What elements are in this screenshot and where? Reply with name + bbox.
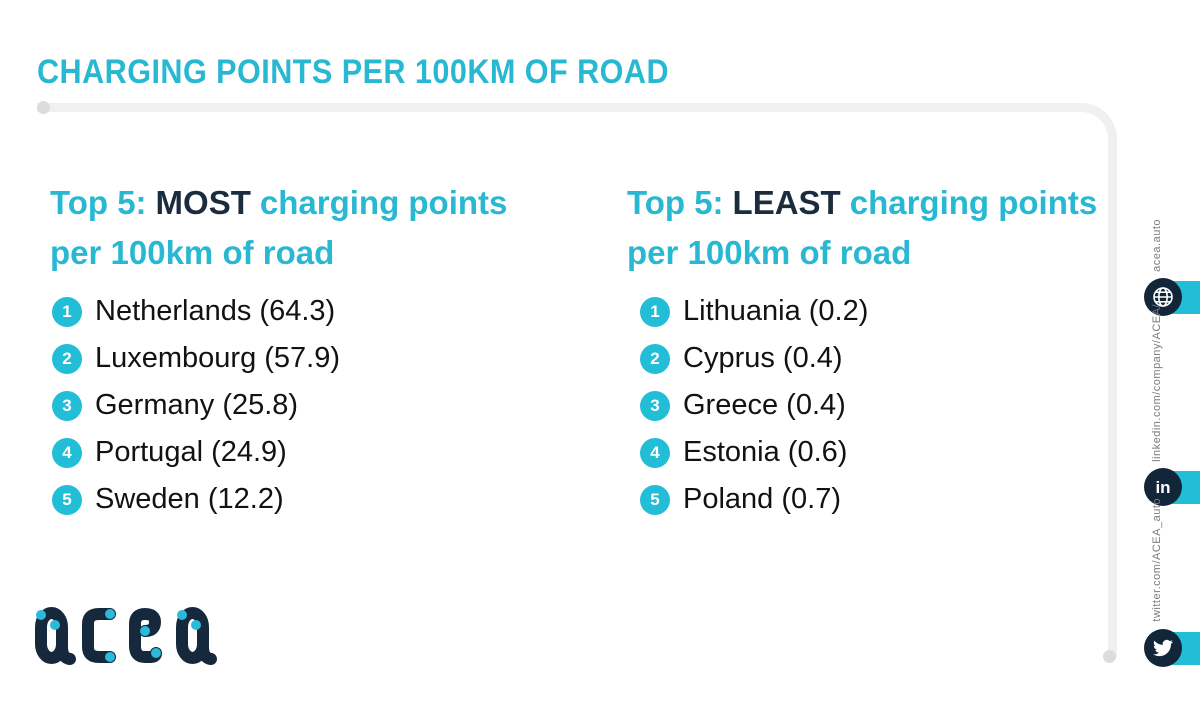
panel-least: Top 5: LEAST charging points per 100km of … xyxy=(627,178,1106,515)
header-prefix: Top 5: xyxy=(627,184,724,221)
rank-badge: 5 xyxy=(52,484,82,515)
country-value-label: Portugal (24.9) xyxy=(95,436,287,468)
acea-logo xyxy=(33,603,223,670)
acea-logo-svg xyxy=(35,607,217,665)
linkedin-icon[interactable]: in xyxy=(1144,468,1182,506)
rank-badge: 4 xyxy=(52,437,82,468)
header-suffix: charging points xyxy=(849,184,1098,221)
country-value-label: Germany (25.8) xyxy=(95,389,299,421)
list-item: 3 Greece (0.4) xyxy=(640,382,868,429)
country-value-label: Greece (0.4) xyxy=(683,389,846,421)
ranked-list-most: 1 Netherlands (64.3) 2 Luxembourg (57.9) 3 Ge… xyxy=(52,288,340,523)
sidebar-twitter-label[interactable]: twitter.com/ACEA_auto xyxy=(1151,498,1163,622)
list-item: 2 Cyprus (0.4) xyxy=(640,335,868,382)
list-item: 1 Lithuania (0.2) xyxy=(640,288,868,335)
panel-most-header-line2: per 100km of road xyxy=(50,234,335,271)
sidebar-linkedin-label[interactable]: linkedin.com/company/ACEA/ xyxy=(1151,304,1163,462)
rank-badge: 3 xyxy=(52,390,82,421)
country-value-label: Poland (0.7) xyxy=(683,483,841,515)
divider-end-dot-left xyxy=(37,101,50,114)
country-value-label: Luxembourg (57.9) xyxy=(95,342,341,374)
country-value-label: Netherlands (64.3) xyxy=(95,295,336,327)
rank-badge: 2 xyxy=(52,343,82,374)
panel-most-header: Top 5: MOST charging points per 100km of r… xyxy=(50,178,516,278)
list-item: 1 Netherlands (64.3) xyxy=(52,288,340,335)
header-emphasis: LEAST xyxy=(732,184,841,221)
panel-least-header: Top 5: LEAST charging points per 100km of … xyxy=(627,178,1106,278)
list-item: 2 Luxembourg (57.9) xyxy=(52,335,340,382)
divider-end-dot-bottom xyxy=(1103,650,1116,663)
rank-badge: 1 xyxy=(640,296,670,327)
sidebar-website-label[interactable]: acea.auto xyxy=(1151,219,1163,272)
linkedin-glyph: in xyxy=(1155,477,1171,497)
rank-badge: 5 xyxy=(640,484,670,515)
country-value-label: Lithuania (0.2) xyxy=(683,295,869,327)
list-item: 4 Estonia (0.6) xyxy=(640,429,868,476)
header-suffix: charging points xyxy=(259,184,508,221)
list-item: 3 Germany (25.8) xyxy=(52,382,340,429)
panel-most-header-line1: Top 5: MOST charging points xyxy=(50,178,516,228)
list-item: 5 Poland (0.7) xyxy=(640,476,868,523)
panel-least-header-line2: per 100km of road xyxy=(627,234,912,271)
country-value-label: Estonia (0.6) xyxy=(683,436,848,468)
header-prefix: Top 5: xyxy=(50,184,147,221)
country-value-label: Sweden (12.2) xyxy=(95,483,284,515)
list-item: 5 Sweden (12.2) xyxy=(52,476,340,523)
panel-most: Top 5: MOST charging points per 100km of r… xyxy=(50,178,516,515)
header-emphasis: MOST xyxy=(155,184,251,221)
country-value-label: Cyprus (0.4) xyxy=(683,342,843,374)
rank-badge: 4 xyxy=(640,437,670,468)
ranked-list-least: 1 Lithuania (0.2) 2 Cyprus (0.4) 3 Greece (0.… xyxy=(640,288,868,523)
rank-badge: 3 xyxy=(640,390,670,421)
twitter-icon[interactable] xyxy=(1144,629,1182,667)
page-title: CHARGING POINTS PER 100KM OF ROAD xyxy=(37,53,670,91)
rank-badge: 1 xyxy=(52,296,82,327)
rank-badge: 2 xyxy=(640,343,670,374)
panel-least-header-line1: Top 5: LEAST charging points xyxy=(627,178,1106,228)
list-item: 4 Portugal (24.9) xyxy=(52,429,340,476)
globe-icon[interactable] xyxy=(1144,278,1182,316)
